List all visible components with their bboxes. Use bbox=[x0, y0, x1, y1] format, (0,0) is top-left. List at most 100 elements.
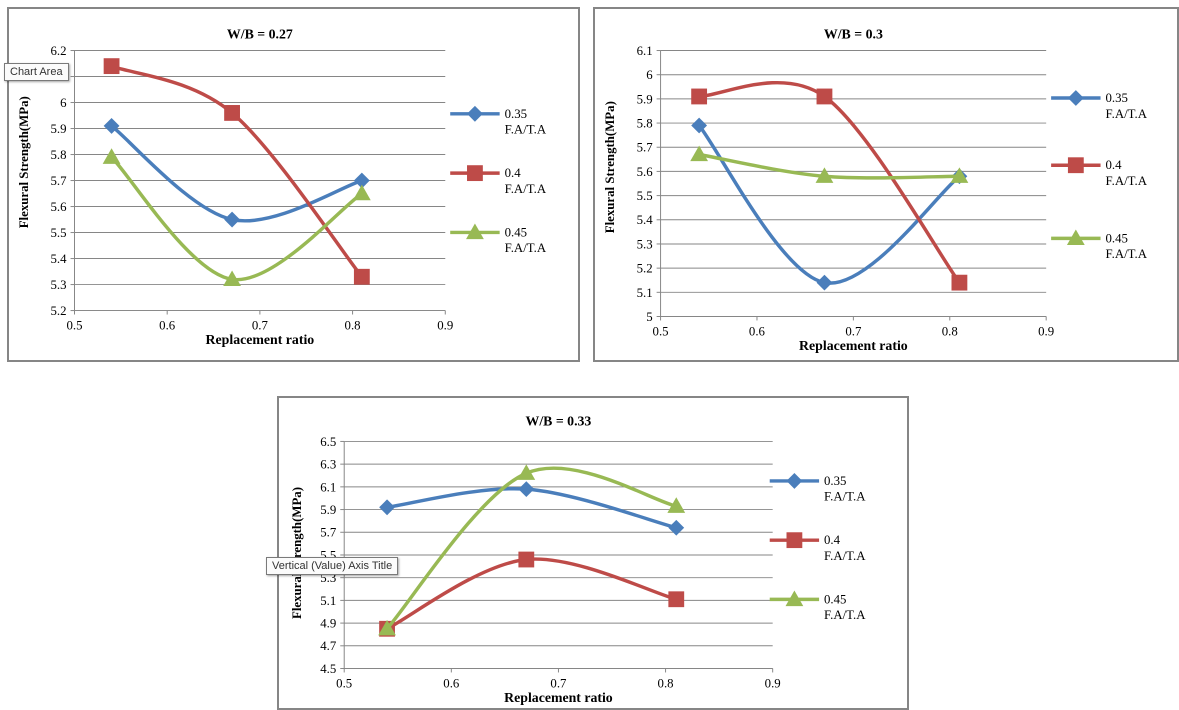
legend-label: 0.4 bbox=[505, 166, 522, 180]
chart-wb-03[interactable]: 5 5.1 5.2 5.3 5.4 5.5 5.6 5.7 5.8 5.9 6 6.1 0.5 0.6 0.… bbox=[593, 7, 1179, 362]
y-tick-label: 6.1 bbox=[320, 480, 336, 494]
legend-label: 0.35 bbox=[1105, 91, 1127, 105]
y-axis-title[interactable]: Flexural Strength(MPa) bbox=[603, 101, 617, 233]
legend-label-line2: F.A/T.A bbox=[1105, 174, 1147, 188]
data-point[interactable] bbox=[223, 270, 241, 287]
data-point[interactable] bbox=[951, 274, 968, 291]
legend-entry-1[interactable]: 0.4 F.A/T.A bbox=[450, 165, 547, 196]
y-tick-label: 5.7 bbox=[320, 526, 337, 540]
legend-label-line2: F.A/T.A bbox=[1105, 107, 1147, 121]
chart-title[interactable]: W/B = 0.27 bbox=[227, 27, 293, 42]
y-tick-label: 4.5 bbox=[320, 662, 336, 676]
y-tick-label: 4.7 bbox=[320, 639, 337, 653]
y-tick-label: 5.7 bbox=[637, 141, 654, 155]
y-tick-label: 6 bbox=[60, 96, 67, 110]
x-axis-title[interactable]: Replacement ratio bbox=[206, 332, 315, 347]
x-tick-label: 0.8 bbox=[942, 324, 958, 338]
y-tick-label: 5.5 bbox=[637, 189, 653, 203]
y-tick-label: 5.3 bbox=[51, 278, 67, 292]
data-point[interactable] bbox=[690, 145, 709, 162]
x-tick-label: 0.7 bbox=[550, 676, 567, 690]
data-point[interactable] bbox=[691, 88, 708, 105]
legend-entry-0[interactable]: 0.35 F.A/T.A bbox=[450, 105, 547, 137]
x-tick-label: 0.6 bbox=[749, 324, 766, 338]
legend-marker bbox=[1066, 229, 1085, 246]
x-tick-label: 0.5 bbox=[336, 676, 352, 690]
data-point[interactable] bbox=[518, 551, 535, 568]
legend-entry-1[interactable]: 0.4 F.A/T.A bbox=[1051, 157, 1148, 188]
y-tick-label: 5.8 bbox=[637, 117, 653, 131]
data-point[interactable] bbox=[378, 619, 396, 636]
y-tick-label: 5.2 bbox=[637, 262, 653, 276]
x-tick-label: 0.7 bbox=[845, 324, 862, 338]
legend-marker bbox=[467, 105, 483, 122]
y-axis-title[interactable]: Flexural Strength(MPa) bbox=[17, 96, 31, 228]
x-tick-label: 0.9 bbox=[765, 676, 781, 690]
y-tick-label: 5.4 bbox=[51, 252, 68, 266]
data-point[interactable] bbox=[668, 591, 685, 608]
x-axis-title[interactable]: Replacement ratio bbox=[504, 690, 613, 705]
y-tick-label: 6.3 bbox=[320, 458, 336, 472]
chart-title[interactable]: W/B = 0.3 bbox=[824, 27, 883, 42]
y-tick-label: 5.1 bbox=[637, 286, 653, 300]
chart-title[interactable]: W/B = 0.33 bbox=[526, 414, 592, 429]
data-point[interactable] bbox=[353, 268, 370, 285]
data-point[interactable] bbox=[103, 118, 120, 134]
y-tick-label: 5.8 bbox=[51, 148, 67, 162]
series-line[interactable] bbox=[699, 80, 961, 284]
chart-area-tooltip: Chart Area bbox=[4, 63, 69, 81]
legend-label-line2: F.A/T.A bbox=[505, 241, 547, 255]
chart-wb-033[interactable]: 4.54.74.95.15.35.55.75.96.16.36.50.5 0.6 0… bbox=[277, 396, 909, 710]
data-point[interactable] bbox=[103, 58, 120, 75]
y-tick-label: 5.3 bbox=[637, 237, 653, 251]
legend-label: 0.4 bbox=[824, 533, 841, 547]
series-2[interactable] bbox=[690, 145, 969, 183]
data-point[interactable] bbox=[517, 464, 536, 480]
data-point[interactable] bbox=[950, 167, 969, 183]
data-point[interactable] bbox=[691, 117, 708, 134]
y-tick-label: 5.6 bbox=[637, 165, 654, 179]
legend-entry-0[interactable]: 0.35 F.A/T.A bbox=[769, 473, 867, 504]
legend-marker bbox=[786, 473, 803, 489]
y-tick-label: 5 bbox=[646, 310, 652, 324]
series-1[interactable] bbox=[103, 58, 370, 285]
legend-entry-0[interactable]: 0.35 F.A/T.A bbox=[1051, 90, 1148, 121]
y-tick-label: 5.2 bbox=[51, 304, 67, 318]
legend-label: 0.45 bbox=[505, 225, 527, 239]
legend-entry-2[interactable]: 0.45 F.A/T.A bbox=[1051, 229, 1148, 261]
legend-marker bbox=[786, 532, 803, 549]
legend-marker bbox=[467, 165, 483, 182]
x-axis-title[interactable]: Replacement ratio bbox=[799, 338, 908, 353]
data-point[interactable] bbox=[353, 172, 370, 189]
y-tick-label: 5.4 bbox=[637, 213, 654, 227]
data-point[interactable] bbox=[102, 148, 121, 164]
legend-label: 0.35 bbox=[824, 474, 846, 488]
series-1[interactable] bbox=[691, 80, 968, 291]
data-point[interactable] bbox=[667, 497, 686, 513]
legend-entry-1[interactable]: 0.4 F.A/T.A bbox=[769, 532, 867, 563]
legend-label: 0.4 bbox=[1105, 158, 1122, 172]
legend-label-line2: F.A/T.A bbox=[824, 490, 866, 504]
y-tick-label: 5.5 bbox=[51, 226, 67, 240]
legend-marker bbox=[1067, 90, 1084, 106]
chart-wb-027[interactable]: 5.25.35.45.55.65.75.85.966.16.20.50.60.7… bbox=[7, 7, 580, 362]
series-2[interactable] bbox=[378, 464, 686, 636]
vertical-axis-title-tooltip: Vertical (Value) Axis Title bbox=[266, 557, 399, 575]
legend-marker bbox=[466, 223, 484, 240]
legend-label: 0.45 bbox=[824, 592, 846, 606]
x-tick-label: 0.6 bbox=[443, 676, 460, 690]
plot-area[interactable] bbox=[660, 50, 1047, 317]
data-point[interactable] bbox=[352, 184, 371, 201]
x-tick-label: 0.8 bbox=[345, 318, 361, 332]
legend-entry-2[interactable]: 0.45 F.A/T.A bbox=[769, 590, 867, 623]
y-tick-label: 5.9 bbox=[51, 122, 67, 136]
data-point[interactable] bbox=[815, 167, 834, 183]
y-tick-label: 5.9 bbox=[320, 503, 336, 517]
data-point[interactable] bbox=[224, 105, 240, 121]
x-tick-label: 0.5 bbox=[66, 318, 82, 332]
x-tick-label: 0.5 bbox=[653, 324, 669, 338]
legend-entry-2[interactable]: 0.45 F.A/T.A bbox=[450, 223, 547, 256]
data-point[interactable] bbox=[816, 88, 833, 105]
y-axis-title[interactable]: Flexural Strength(MPa) bbox=[290, 487, 304, 619]
series-2[interactable] bbox=[102, 148, 371, 287]
